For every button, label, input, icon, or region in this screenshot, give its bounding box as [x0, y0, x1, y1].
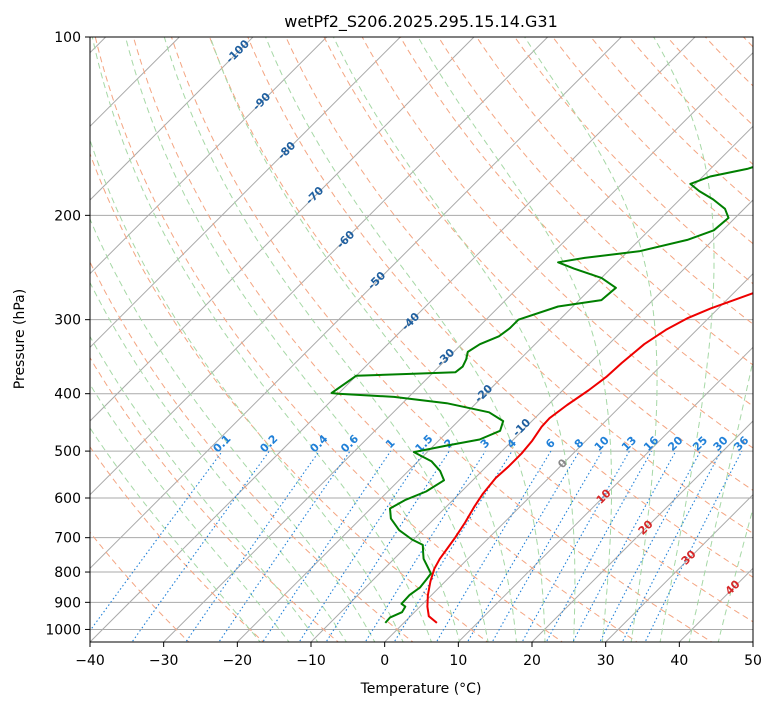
- mixing-ratio-line-2: [325, 450, 450, 642]
- isotherm--80: [90, 37, 401, 349]
- y-tick-label: 300: [54, 313, 81, 329]
- mixing-ratio-line-1: [262, 450, 392, 642]
- moist-adiabat--16: [90, 383, 290, 642]
- dry-adiabat-120: [476, 37, 753, 325]
- x-tick-label: 30: [597, 653, 615, 669]
- isotherm--70: [90, 37, 475, 422]
- moist-adiabat-16: [209, 37, 518, 642]
- dry-adiabat--10: [90, 356, 340, 642]
- x-tick-label: 50: [744, 653, 762, 669]
- y-tick-label: 900: [54, 595, 81, 611]
- x-tick-label: 20: [523, 653, 541, 669]
- isotherm--50: [90, 37, 622, 570]
- y-tick-label: 500: [54, 444, 81, 460]
- mixing-ratio-lines: [90, 450, 743, 642]
- isotherm--30: [163, 51, 753, 642]
- y-tick-label: 800: [54, 565, 81, 581]
- x-axis-title: Temperature (°C): [360, 681, 482, 697]
- mixing-ratio-line-20: [572, 450, 677, 642]
- moist-adiabat-32: [524, 37, 658, 642]
- mixing-ratio-line-0.6: [218, 450, 351, 642]
- dry-adiabat-30: [132, 37, 638, 642]
- y-tick-label: 100: [54, 30, 81, 46]
- isotherm--40: [90, 37, 696, 642]
- mixing-ratio-line-1.5: [298, 450, 425, 642]
- moist-adiabat--8: [90, 281, 347, 642]
- moist-adiabat--12: [90, 335, 319, 642]
- mixing-ratio-line-8: [466, 450, 580, 642]
- x-axis-ticks: −40 −30 −20 −10 0 10 20 30 40 50: [75, 642, 762, 669]
- x-tick-label: −10: [296, 653, 326, 669]
- moist-adiabat-28: [417, 37, 612, 642]
- temperature-line: [426, 292, 753, 624]
- x-tick-label: −20: [223, 653, 253, 669]
- moist-adiabat-24: [332, 37, 576, 642]
- isotherm--90: [90, 37, 328, 275]
- isotherm-10: [457, 346, 753, 642]
- dry-adiabat-50: [209, 37, 753, 623]
- x-tick-label: 0: [380, 653, 389, 669]
- y-tick-label: 1000: [45, 622, 81, 638]
- dry-adiabat-20: [94, 37, 564, 642]
- profile-series: [330, 165, 753, 624]
- moist-adiabat--4: [90, 217, 376, 642]
- mixing-ratio-line-30: [621, 450, 722, 642]
- mixing-ratio-line-0.2: [131, 450, 270, 642]
- mixing-ratio-line-4: [393, 450, 513, 642]
- moist-adiabat-40: [688, 358, 753, 642]
- y-axis-ticks: 100 200 300 400 500 600 700 800 900 1000: [45, 30, 90, 638]
- moist-adiabat-12: [163, 37, 489, 642]
- isotherm-gridlines: [90, 37, 753, 642]
- isotherm-0: [384, 272, 753, 642]
- mixing-ratio-line-25: [599, 450, 701, 642]
- moist-adiabats: [90, 37, 753, 642]
- moist-adiabat-44: [717, 506, 753, 642]
- x-tick-label: 40: [670, 653, 688, 669]
- mixing-ratio-line-3: [364, 450, 486, 642]
- x-tick-label: −40: [75, 653, 105, 669]
- plot-frame: [89, 36, 754, 643]
- moist-adiabat--20: [90, 427, 261, 642]
- dry-adiabat--20: [90, 446, 265, 642]
- dry-adiabats: [90, 37, 753, 642]
- mixing-ratio-line-0.1: [90, 450, 223, 632]
- y-axis-title: Pressure (hPa): [12, 289, 28, 389]
- dry-adiabat-130: [514, 37, 753, 285]
- isobar-gridlines: [90, 37, 753, 630]
- isotherm-30: [605, 493, 753, 642]
- isotherm--20: [236, 125, 753, 642]
- y-tick-label: 200: [54, 208, 81, 224]
- dewpoint-line: [330, 165, 753, 624]
- plot-area: -100-90-80-70-60-50-40-30-20-100.1 0.2 0.4…: [90, 37, 753, 642]
- moist-adiabat-4: [91, 37, 432, 642]
- isotherm--60: [90, 37, 549, 496]
- moist-adiabat-36: [653, 37, 715, 642]
- moist-adiabat-20: [265, 37, 546, 642]
- isotherm--100: [90, 37, 254, 201]
- chart-title: wetPf2_S206.2025.295.15.14.G31: [284, 12, 558, 32]
- x-tick-label: 10: [449, 653, 467, 669]
- dry-adiabat-10: [90, 152, 489, 642]
- y-tick-label: 600: [54, 491, 81, 507]
- mixing-ratio-line-0.4: [185, 450, 320, 642]
- moist-adiabat-0: [90, 138, 404, 642]
- x-tick-label: −30: [149, 653, 179, 669]
- moist-adiabat-8: [124, 37, 461, 642]
- isotherm--10: [310, 199, 753, 642]
- isotherm-20: [531, 420, 753, 642]
- y-tick-label: 700: [54, 531, 81, 547]
- dry-adiabat-0: [90, 260, 414, 642]
- y-tick-label: 400: [54, 387, 81, 403]
